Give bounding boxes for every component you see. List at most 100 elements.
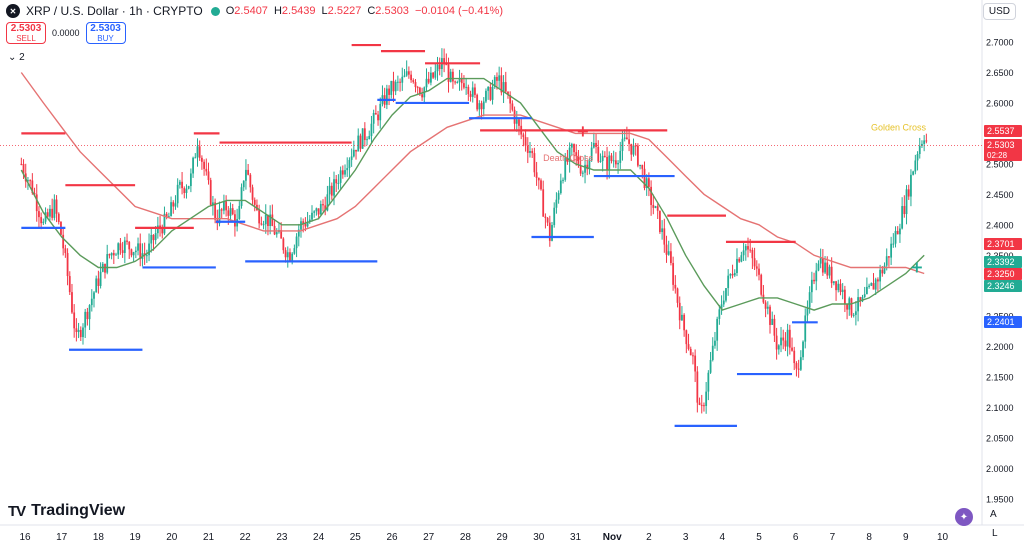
buy-button[interactable]: 2.5303 BUY: [85, 22, 126, 44]
candle-body: [467, 86, 470, 95]
candle-body: [766, 306, 769, 309]
candle-body: [77, 329, 80, 333]
candle-body: [511, 103, 514, 110]
x-tick-label: 23: [276, 532, 288, 543]
candle-body: [740, 255, 743, 262]
candle-body: [720, 304, 723, 310]
indicators-toggle[interactable]: ⌄ 2: [8, 52, 25, 63]
candle-body: [843, 289, 846, 305]
candle-body: [694, 355, 697, 372]
currency-select[interactable]: USD: [982, 3, 1016, 20]
candle-body: [575, 152, 578, 156]
candle-body: [564, 157, 567, 180]
annotation-label: Golden Cross: [871, 122, 927, 132]
candle-body: [672, 263, 675, 285]
candle-body: [311, 212, 313, 220]
candle-body: [170, 202, 172, 217]
candle-body: [478, 103, 481, 110]
candle-body: [476, 94, 479, 110]
candle-body: [617, 162, 619, 165]
candle-body: [280, 230, 283, 239]
x-tick-label: 31: [570, 532, 582, 543]
candle-body: [888, 256, 890, 258]
candle-body: [551, 225, 553, 241]
candle-body: [242, 180, 245, 188]
candle-body: [152, 234, 155, 241]
symbol-title[interactable]: ✕ XRP / U.S. Dollar · 1h · CRYPTO: [0, 4, 203, 18]
candle-body: [625, 137, 628, 140]
candle-body: [57, 213, 60, 223]
candle-body: [894, 230, 897, 244]
candle-body: [471, 87, 474, 97]
price-label-value: 2.5537: [987, 126, 1015, 136]
candle-body: [322, 204, 324, 206]
candle-body: [253, 199, 256, 205]
candle-body: [731, 273, 734, 276]
candle-body: [865, 286, 868, 295]
candle-body: [234, 214, 236, 227]
candle-body: [284, 250, 287, 258]
candle-body: [115, 254, 117, 256]
sell-button[interactable]: 2.5303 SELL: [6, 22, 46, 44]
candle-body: [339, 170, 342, 183]
assistant-icon[interactable]: ✦: [955, 508, 973, 526]
candle-body: [802, 341, 804, 358]
candle-body: [302, 221, 305, 224]
candle-body: [474, 87, 476, 95]
auto-scale-button[interactable]: A: [990, 509, 997, 520]
candle-body: [656, 206, 659, 211]
candle-body: [636, 145, 639, 166]
log-scale-button[interactable]: L: [992, 528, 998, 539]
candle-body: [286, 252, 289, 258]
candle-body: [55, 199, 58, 214]
candle-body: [295, 236, 298, 249]
candle-body: [824, 262, 826, 273]
candle-body: [577, 155, 580, 166]
candle-body: [586, 164, 589, 170]
candle-body: [361, 128, 364, 149]
x-tick-label: 3: [683, 532, 689, 543]
candle-body: [231, 208, 234, 215]
candle-body: [749, 249, 752, 251]
candle-body: [445, 64, 448, 66]
tradingview-brand[interactable]: TV TradingView: [8, 502, 125, 520]
candle-body: [874, 279, 877, 290]
candle-body: [588, 159, 591, 170]
spread-value: 0.0000: [52, 28, 80, 38]
candle-body: [482, 101, 485, 110]
candle-body: [877, 279, 879, 282]
y-tick-label: 2.4500: [986, 190, 1014, 200]
candle-body: [137, 243, 139, 251]
candle-body: [31, 180, 34, 194]
y-tick-label: 2.7000: [986, 38, 1014, 48]
candle-body: [918, 145, 921, 155]
open-value: 2.5407: [234, 5, 268, 17]
x-tick-label: Nov: [603, 532, 622, 543]
candle-body: [447, 64, 450, 82]
x-tick-label: 27: [423, 532, 435, 543]
candle-body: [921, 143, 923, 146]
candle-body: [667, 251, 670, 255]
candle-body: [156, 225, 159, 234]
candle-body: [304, 223, 307, 227]
candle-body: [674, 284, 677, 289]
symbol-label: XRP / U.S. Dollar · 1h · CRYPTO: [26, 4, 203, 18]
candle-body: [738, 258, 741, 262]
candle-body: [815, 270, 818, 282]
candle-body: [714, 340, 716, 346]
candle-body: [348, 159, 351, 169]
candle-body: [337, 182, 340, 184]
candle-body: [515, 119, 518, 124]
candle-body: [522, 134, 525, 138]
candle-body: [330, 185, 333, 196]
candle-body: [496, 76, 498, 81]
candle-body: [282, 238, 285, 251]
x-tick-label: 30: [533, 532, 545, 543]
x-tick-label: 24: [313, 532, 325, 543]
candle-body: [192, 157, 194, 174]
candle-body: [859, 297, 862, 302]
candle-body: [326, 194, 329, 211]
xrp-logo-icon: ✕: [6, 4, 20, 18]
candle-body: [784, 340, 787, 347]
